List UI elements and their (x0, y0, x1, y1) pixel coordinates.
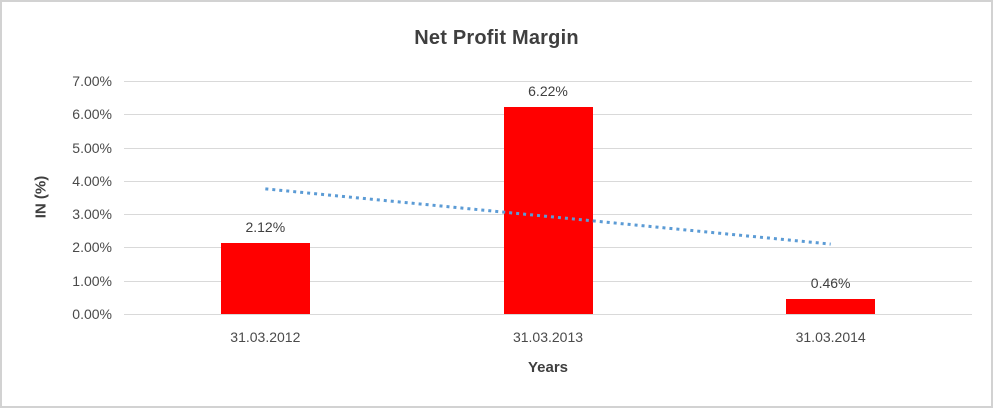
y-tick-label: 4.00% (72, 172, 112, 189)
y-tick-label: 0.00% (72, 306, 112, 322)
y-tick-label: 7.00% (72, 73, 112, 89)
bar-data-label: 6.22% (528, 82, 568, 99)
chart-title: Net Profit Margin (414, 27, 579, 49)
gridline (124, 314, 972, 315)
y-tick-label: 1.00% (72, 272, 112, 289)
y-tick-label: 6.00% (72, 106, 112, 123)
x-tick-label: 31.03.2013 (512, 329, 584, 345)
x-axis-title: Years (527, 359, 569, 376)
trendline (265, 187, 831, 246)
bar-data-label: 2.12% (245, 219, 286, 236)
y-tick-label: 2.00% (72, 239, 112, 256)
x-tick-label: 31.03.2014 (795, 329, 866, 345)
bar (220, 243, 310, 314)
bar-data-label: 0.46% (810, 274, 851, 291)
bar (503, 106, 593, 314)
y-tick-label: 5.00% (72, 139, 112, 156)
y-tick-label: 3.00% (72, 206, 112, 223)
gridline (124, 81, 972, 82)
bar (786, 298, 876, 314)
plot-area (124, 81, 972, 315)
x-tick-label: 31.03.2012 (230, 329, 301, 345)
